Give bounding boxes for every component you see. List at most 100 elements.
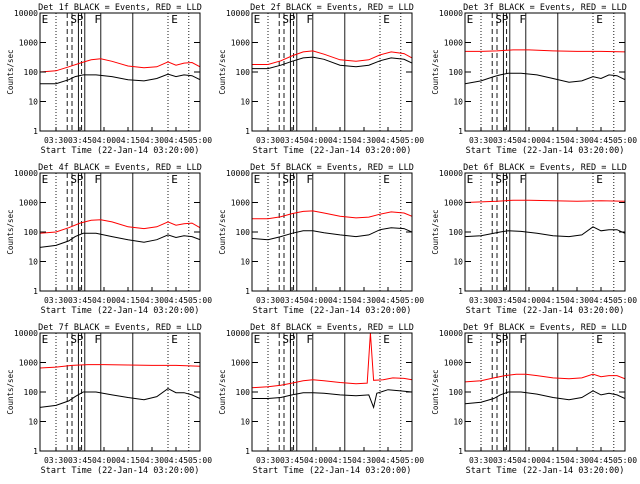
- plot-frame: [251, 12, 413, 132]
- x-tick-label: 03:45: [493, 136, 517, 145]
- y-tick-label: 1000: [444, 199, 463, 208]
- x-tick-label: 03:30: [469, 296, 493, 305]
- x-axis-label: Start Time (22-Jan-14 03:20:00): [41, 306, 200, 316]
- marker-letter: S: [282, 173, 289, 186]
- x-tick-label: 04:15: [541, 296, 565, 305]
- marker-letter: E: [254, 13, 261, 26]
- y-tick-label: 100: [236, 228, 251, 237]
- panel-title: Det 7f BLACK = Events, RED = LLD: [38, 323, 202, 333]
- x-tick-label: 04:15: [328, 136, 352, 145]
- y-tick-label: 1: [33, 127, 38, 136]
- y-tick-label: 100: [449, 388, 464, 397]
- plot-frame: [251, 332, 413, 452]
- x-tick-label: 04:30: [565, 136, 589, 145]
- marker-letter: S: [70, 333, 77, 346]
- x-axis-label: Start Time (22-Jan-14 03:20:00): [466, 146, 625, 156]
- marker-letter: E: [254, 173, 261, 186]
- x-tick-label: 04:30: [565, 296, 589, 305]
- events-line: [40, 388, 200, 408]
- y-tick-label: 10: [453, 418, 463, 427]
- y-tick-label: 1000: [444, 39, 463, 48]
- marker-letter: F: [94, 333, 101, 346]
- lld-line: [40, 219, 200, 234]
- marker-letter: E: [467, 173, 474, 186]
- y-tick-label: 10000: [439, 9, 463, 18]
- marker-letter: P: [77, 13, 84, 26]
- marker-letter: P: [289, 13, 296, 26]
- plot-frame: [39, 172, 201, 292]
- panel-title: Det 2f BLACK = Events, RED = LLD: [250, 3, 414, 13]
- panel-title: Det 9f BLACK = Events, RED = LLD: [463, 323, 627, 333]
- y-tick-label: 1: [458, 447, 463, 456]
- lld-line: [40, 58, 200, 73]
- y-tick-label: 1: [245, 127, 250, 136]
- x-tick-label: 03:45: [280, 296, 304, 305]
- y-tick-label: 1: [245, 447, 250, 456]
- x-tick-label: 04:30: [352, 136, 376, 145]
- events-line: [252, 56, 412, 70]
- x-tick-label: 04:45: [164, 296, 188, 305]
- x-tick-label: 05:00: [188, 456, 212, 465]
- events-line: [252, 389, 412, 410]
- plot-frame: [251, 172, 413, 292]
- x-tick-label: 05:00: [400, 456, 424, 465]
- y-tick-label: 100: [449, 228, 464, 237]
- y-axis-label: Counts/sec: [431, 209, 440, 254]
- plot-frame: [39, 332, 201, 452]
- y-tick-label: 10: [240, 258, 250, 267]
- marker-letter: E: [596, 333, 603, 346]
- marker-letter: F: [519, 333, 526, 346]
- marker-letter: F: [306, 173, 313, 186]
- x-tick-label: 04:45: [376, 456, 400, 465]
- y-tick-label: 1000: [231, 39, 250, 48]
- y-axis-label: Counts/sec: [218, 49, 227, 94]
- marker-letter: E: [254, 333, 261, 346]
- marker-letter: F: [306, 13, 313, 26]
- y-axis-label: Counts/sec: [218, 209, 227, 254]
- y-axis-label: Counts/sec: [6, 209, 15, 254]
- panel-title: Det 5f BLACK = Events, RED = LLD: [250, 163, 414, 173]
- x-tick-label: 03:45: [280, 456, 304, 465]
- y-tick-label: 1000: [19, 199, 38, 208]
- y-tick-label: 1: [245, 287, 250, 296]
- marker-letter: E: [171, 13, 178, 26]
- x-tick-label: 03:45: [493, 296, 517, 305]
- lld-line: [40, 364, 200, 369]
- lld-line: [465, 373, 625, 383]
- plot-frame: [464, 12, 626, 132]
- y-tick-label: 10: [240, 98, 250, 107]
- marker-letter: S: [495, 333, 502, 346]
- x-tick-label: 04:30: [352, 456, 376, 465]
- marker-letter: F: [519, 13, 526, 26]
- x-tick-label: 05:00: [188, 136, 212, 145]
- marker-letter: E: [383, 333, 390, 346]
- lld-line: [252, 50, 412, 65]
- marker-letter: E: [42, 173, 49, 186]
- x-tick-label: 04:00: [517, 136, 541, 145]
- lld-line: [252, 333, 412, 389]
- x-tick-label: 04:30: [565, 456, 589, 465]
- x-tick-label: 04:00: [92, 456, 116, 465]
- y-tick-label: 10: [453, 98, 463, 107]
- y-tick-label: 1: [33, 447, 38, 456]
- events-line: [40, 73, 200, 85]
- x-axis-label: Start Time (22-Jan-14 03:20:00): [466, 306, 625, 316]
- x-axis-label: Start Time (22-Jan-14 03:20:00): [41, 146, 200, 156]
- y-tick-label: 1000: [231, 359, 250, 368]
- y-axis-label: Counts/sec: [218, 369, 227, 414]
- marker-letter: S: [282, 13, 289, 26]
- x-tick-label: 04:15: [328, 296, 352, 305]
- y-tick-label: 100: [236, 68, 251, 77]
- panel-title: Det 8f BLACK = Events, RED = LLD: [250, 323, 414, 333]
- x-tick-label: 03:45: [280, 136, 304, 145]
- y-tick-label: 10: [453, 258, 463, 267]
- y-tick-label: 1000: [444, 359, 463, 368]
- x-tick-label: 04:45: [589, 296, 613, 305]
